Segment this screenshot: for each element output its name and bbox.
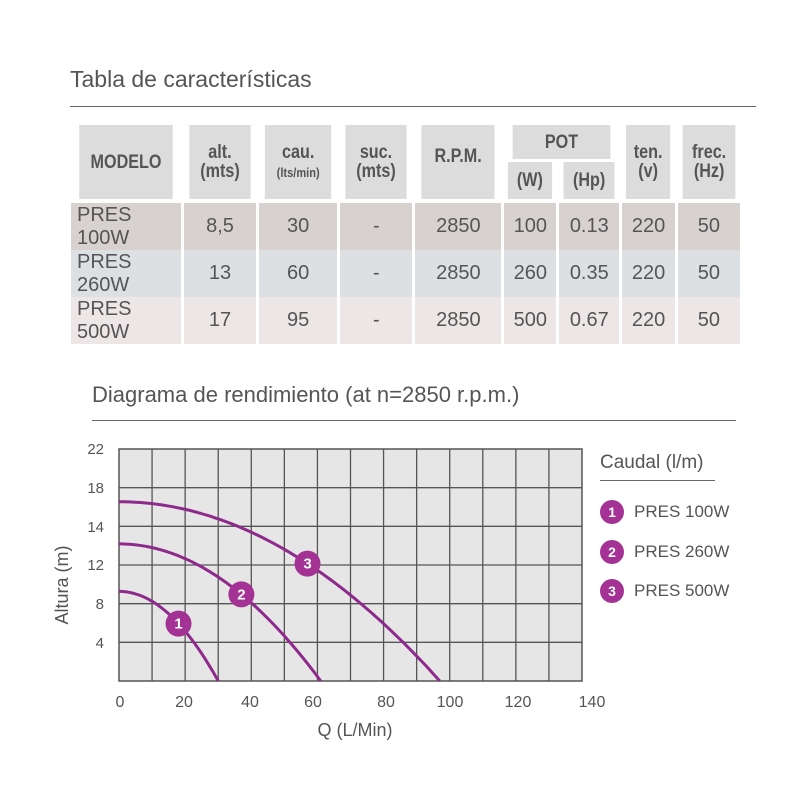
y-tick-label: 8 xyxy=(96,596,104,613)
cell: 0.35 xyxy=(559,250,620,297)
series-marker-label-3: 3 xyxy=(303,556,311,573)
cell: 60 xyxy=(258,250,338,297)
table-row: PRES 100W 8,5 30-2850 100 0.13 220 50 xyxy=(71,203,740,250)
header-suc: suc. (mts) xyxy=(345,125,407,199)
cell: 260 xyxy=(504,250,557,297)
header-ten: ten. (v) xyxy=(626,125,671,199)
cell: 2850 xyxy=(415,203,502,250)
series-marker-label-2: 2 xyxy=(237,586,245,603)
cell: 100 xyxy=(504,203,557,250)
cell: 50 xyxy=(677,297,740,344)
cell: 0.13 xyxy=(559,203,620,250)
badge-1-icon: 1 xyxy=(600,500,624,524)
cell: 500 xyxy=(504,297,557,344)
legend-item-2: 2 PRES 260W xyxy=(600,540,729,564)
cell: PRES 100W xyxy=(71,203,181,250)
series-line-2 xyxy=(119,542,322,682)
header-frec: frec. (Hz) xyxy=(682,125,736,199)
x-tick-label: 100 xyxy=(437,694,464,711)
cell: 220 xyxy=(622,203,675,250)
cell: 2850 xyxy=(415,250,502,297)
chart-title-rule xyxy=(92,420,736,421)
badge-3-icon: 3 xyxy=(600,579,624,603)
chart-title: Diagrama de rendimiento (at n=2850 r.p.m… xyxy=(92,382,520,407)
table-row: PRES 260W 13 60-2850 260 0.35 220 50 xyxy=(71,250,740,297)
cell: 2850 xyxy=(415,297,502,344)
series-marker-1 xyxy=(165,610,192,637)
cell: 8,5 xyxy=(184,203,256,250)
title-rule xyxy=(70,106,756,107)
x-tick-label: 0 xyxy=(116,694,125,711)
table-title: Tabla de características xyxy=(70,66,312,92)
series-marker-3 xyxy=(294,550,321,577)
legend-title: Caudal (l/m) xyxy=(600,452,704,473)
y-tick-label: 4 xyxy=(96,635,104,652)
x-tick-label: 20 xyxy=(175,694,193,711)
series-line-3 xyxy=(118,500,441,683)
cell: - xyxy=(340,250,413,297)
characteristics-table: MODELO alt. (mts) cau. (lts/min) suc. (mts)… xyxy=(68,125,743,344)
cell: 17 xyxy=(184,297,256,344)
y-axis-label: Altura (m) xyxy=(52,545,72,624)
header-alt: alt. (mts) xyxy=(189,125,251,199)
y-tick-label: 14 xyxy=(87,519,104,536)
header-cau: cau. (lts/min) xyxy=(264,125,332,199)
x-tick-label: 140 xyxy=(579,694,606,711)
table-row: PRES 500W 17 95-2850 500 0.67 220 50 xyxy=(71,297,740,344)
header-pot: POT xyxy=(513,125,611,162)
legend-item-3: 3 PRES 500W xyxy=(600,579,729,603)
header-modelo: MODELO xyxy=(79,125,173,199)
legend-rule xyxy=(600,480,715,481)
y-tick-label: 18 xyxy=(87,480,104,497)
cell: 13 xyxy=(184,250,256,297)
cell: 95 xyxy=(258,297,338,344)
x-tick-label: 80 xyxy=(377,694,395,711)
cell: 0.67 xyxy=(559,297,620,344)
series-marker-label-1: 1 xyxy=(174,616,182,633)
cell: 220 xyxy=(622,250,675,297)
header-pot-w: (W) xyxy=(508,162,553,199)
cell: - xyxy=(340,297,413,344)
badge-2-icon: 2 xyxy=(600,540,624,564)
series-line-1 xyxy=(119,589,220,682)
header-rpm: R.P.M. xyxy=(421,125,495,199)
legend-item-1: 1 PRES 100W xyxy=(600,500,729,524)
y-tick-label: 22 xyxy=(87,441,104,458)
cell: 50 xyxy=(677,203,740,250)
header-pot-hp: (Hp) xyxy=(563,162,615,199)
series-marker-2 xyxy=(228,581,255,608)
cell: 220 xyxy=(622,297,675,344)
cell: 30 xyxy=(258,203,338,250)
y-tick-label: 12 xyxy=(87,557,104,574)
x-tick-label: 120 xyxy=(505,694,532,711)
cell: - xyxy=(340,203,413,250)
cell: 50 xyxy=(677,250,740,297)
cell: PRES 500W xyxy=(71,297,181,344)
x-axis-label: Q (L/Min) xyxy=(317,720,392,740)
cell: PRES 260W xyxy=(71,250,181,297)
x-tick-label: 60 xyxy=(304,694,322,711)
x-tick-label: 40 xyxy=(241,694,259,711)
